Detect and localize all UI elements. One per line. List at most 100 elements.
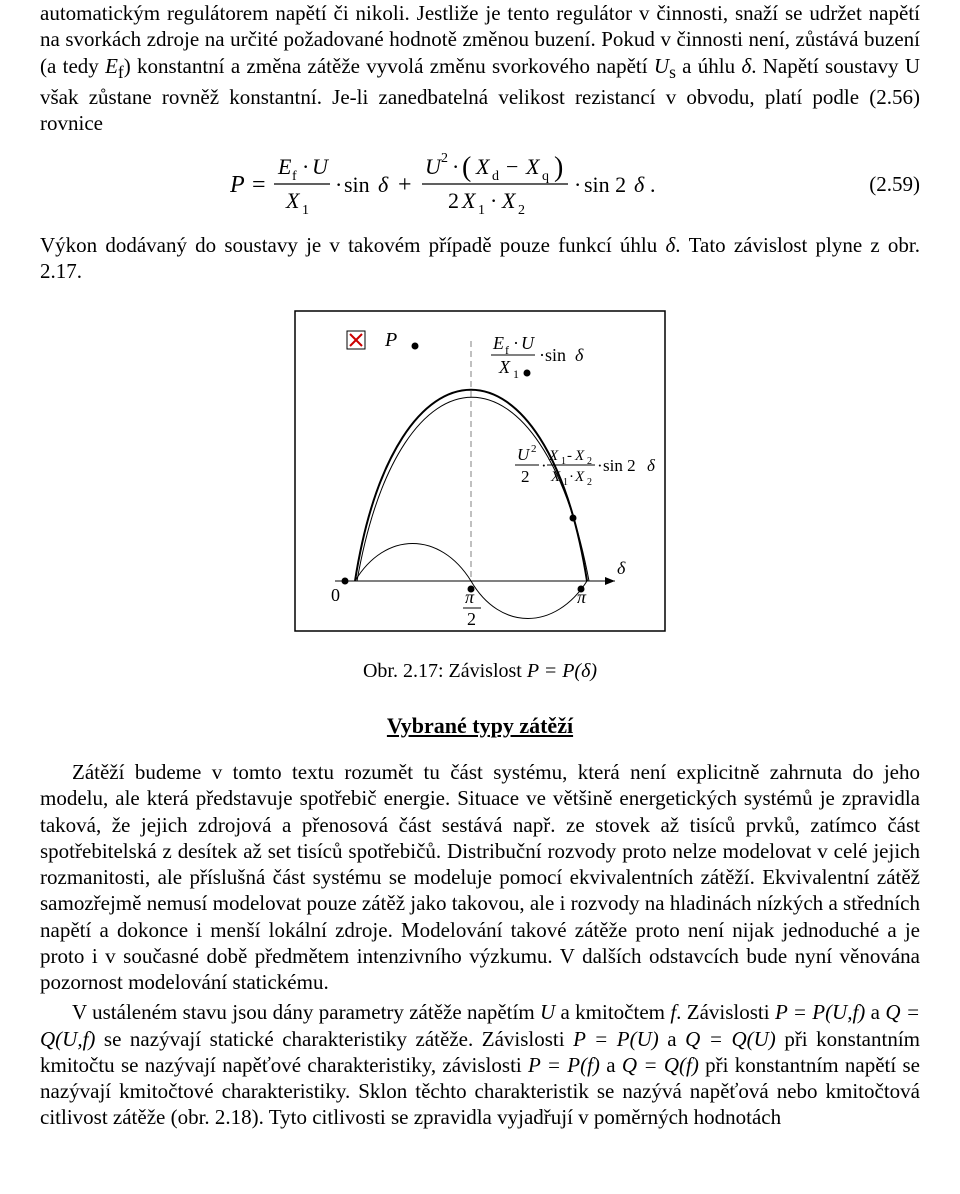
equation-2-59: P = E f · U X 1 · sin δ + U 2 · ( — [40, 144, 920, 224]
figure-2-17: P E f · U X 1 · sin δ U 2 2 · — [40, 301, 920, 684]
fig-u2-botdot: · — [569, 469, 574, 485]
section-title: Vybrané typy zátěží — [40, 712, 920, 740]
fig-u2-X1bs: 1 — [563, 477, 568, 488]
fig-u2-X2b: X — [574, 469, 585, 485]
fig-u2-U: U — [517, 445, 531, 464]
caption-eq: P = P(δ) — [527, 660, 597, 682]
fig-efu-sin: sin — [545, 345, 566, 365]
fig-pi2-bot: 2 — [467, 609, 476, 629]
page: automatickým regulátorem napětí či nikol… — [0, 0, 960, 1175]
figure-svg: P E f · U X 1 · sin δ U 2 2 · — [285, 301, 675, 641]
p4-c: . Závislosti — [676, 1000, 775, 1024]
marker-3 — [570, 514, 577, 521]
x-axis-arrow — [605, 577, 615, 585]
paragraph-4: V ustáleném stavu jsou dány parametry zá… — [40, 999, 920, 1130]
fig-u2-X1t: X — [548, 448, 559, 464]
p4-f2: a — [659, 1027, 685, 1051]
fig-u2-2: 2 — [521, 467, 530, 486]
fig-efu-X1: X — [498, 357, 511, 377]
fig-u2-X2t: X — [574, 448, 585, 464]
fig-delta-axis: δ — [617, 558, 626, 578]
marker-2 — [524, 369, 531, 376]
eq-dotend: . — [650, 172, 656, 197]
eq-f2-parenL: ( — [462, 152, 471, 183]
eq-f2-X1: X — [461, 188, 477, 213]
eq-f2-Xqsub: q — [542, 169, 549, 184]
p1-text-c: a úhlu — [676, 54, 742, 78]
p4-QeqQU: Q = Q(U) — [685, 1027, 776, 1051]
eq-eq: = — [252, 172, 266, 198]
equation-svg: P = E f · U X 1 · sin δ + U 2 · ( — [230, 144, 730, 224]
eq-dot2: · — [574, 172, 581, 197]
eq-f2-parenR: ) — [554, 152, 563, 183]
curve-inner — [357, 397, 589, 581]
eq-f2-dot: · — [452, 154, 459, 179]
eq-frac1-dot: · — [302, 154, 309, 179]
fig-efu-E: E — [492, 333, 504, 353]
eq-frac1-Xsub: 1 — [302, 203, 309, 218]
eq-P: P — [230, 172, 245, 198]
sym-E: E — [105, 54, 118, 78]
fig-u2-dot1: · — [541, 456, 547, 475]
p4-e: se nazývají statické charakteristiky zát… — [95, 1027, 573, 1051]
p1-text-b: ) konstantní a změna zátěže vyvolá změnu… — [124, 54, 654, 78]
fig-label-P: P — [384, 329, 397, 351]
p4-PeqPf: P = P(f) — [528, 1053, 600, 1077]
p4-b: a kmitočtem — [555, 1000, 670, 1024]
p4-U: U — [540, 1000, 555, 1024]
fig-efu-dot: · — [513, 333, 519, 353]
fig-u2-X2bs: 2 — [587, 477, 592, 488]
fig-u2-del: δ — [647, 456, 656, 475]
p4-PeqPUf: P = P(U,f) — [775, 1000, 865, 1024]
eq-f2-Xq: X — [525, 154, 541, 179]
p4-QeqQf: Q = Q(f) — [622, 1053, 699, 1077]
marker-1 — [412, 342, 419, 349]
figure-caption: Obr. 2.17: Závislost P = P(δ) — [363, 659, 597, 684]
eq-delta1: δ — [378, 172, 389, 197]
caption-text: Obr. 2.17: Závislost — [363, 660, 527, 682]
eq-f2-minus: − — [506, 154, 518, 179]
paragraph-1: automatickým regulátorem napětí či nikol… — [40, 0, 920, 136]
p4-d: a — [865, 1000, 885, 1024]
fig-u2-X1b: X — [550, 469, 561, 485]
eq-frac2: U 2 · ( X d − X q ) 2 X 1 · X 2 — [422, 151, 568, 218]
sym-U: U — [654, 54, 669, 78]
equation-number: (2.59) — [869, 171, 920, 197]
eq-f2-Xd: X — [475, 154, 491, 179]
p4-a: V ustáleném stavu jsou dány parametry zá… — [72, 1000, 540, 1024]
fig-efu-X1s: 1 — [513, 367, 519, 381]
p2-text-a: Výkon dodávaný do soustavy je v takovém … — [40, 233, 665, 257]
fig-u2-min: - — [567, 448, 572, 464]
eq-delta2: δ — [634, 172, 645, 197]
marker-4 — [342, 577, 349, 584]
eq-f2-Usup: 2 — [441, 151, 448, 166]
p4-h: a — [600, 1053, 622, 1077]
broken-image-icon — [347, 331, 365, 349]
sym-U-sub: s — [669, 62, 676, 82]
eq-frac1: E f · U X 1 — [274, 154, 330, 218]
fig-u2-Usup: 2 — [531, 443, 537, 455]
p4-PeqPU: P = P(U) — [573, 1027, 659, 1051]
fig-efu-del: δ — [575, 345, 584, 365]
eq-frac1-X: X — [285, 188, 301, 213]
eq-f2-Xdsub: d — [492, 169, 499, 184]
sym-delta-2: δ — [665, 233, 675, 257]
eq-f2-X2sub: 2 — [518, 203, 525, 218]
eq-sin2: sin 2 — [584, 172, 626, 197]
eq-frac1-E: E — [277, 154, 292, 179]
eq-f2-botdot: · — [490, 188, 497, 213]
eq-frac1-Esub: f — [292, 169, 297, 184]
fig-efu-U: U — [521, 333, 535, 353]
eq-plus: + — [398, 172, 412, 198]
fig-u2-sin2: sin 2 — [603, 456, 636, 475]
eq-frac1-U: U — [312, 154, 330, 179]
sym-delta-1: δ — [741, 54, 751, 78]
eq-sin1: sin — [344, 172, 370, 197]
fig-pi: π — [577, 587, 587, 607]
eq-f2-X2: X — [501, 188, 517, 213]
fig-label-0: 0 — [331, 585, 340, 605]
fig-u2-dot2: · — [597, 456, 603, 475]
fig-label-u2: U 2 2 · X 1 - X 2 X 1 · X 2 · sin 2 δ — [515, 443, 656, 488]
fig-pi2-top: π — [465, 587, 475, 607]
eq-dot1: · — [335, 172, 342, 197]
